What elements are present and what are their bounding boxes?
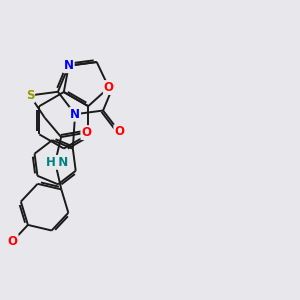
- Text: O: O: [104, 81, 114, 94]
- Text: O: O: [8, 235, 18, 248]
- Text: N: N: [64, 59, 74, 72]
- Text: N: N: [70, 108, 80, 121]
- Text: O: O: [81, 126, 92, 139]
- Text: H N: H N: [46, 156, 68, 169]
- Text: S: S: [26, 89, 34, 102]
- Text: O: O: [114, 125, 124, 138]
